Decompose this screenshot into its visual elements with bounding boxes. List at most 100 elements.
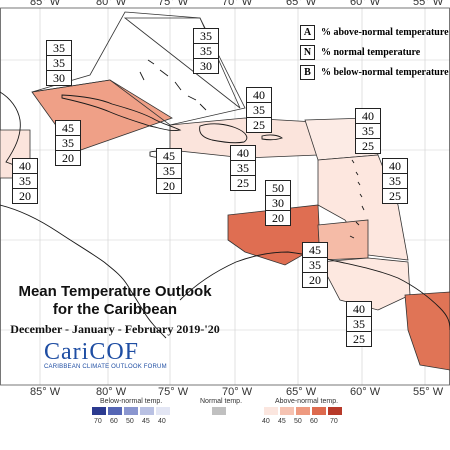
prob-above: 45 — [303, 243, 327, 258]
key-text-above: % above-normal temperature — [321, 26, 449, 38]
prob-box-windward: 40 35 25 — [382, 158, 408, 204]
prob-below: 25 — [237, 176, 249, 190]
prob-normal: 35 — [247, 103, 271, 118]
prob-box-hispaniola: 40 35 25 — [246, 87, 272, 133]
colorbar-swatch-above-60 — [312, 407, 326, 415]
region-guyana-east-shade — [404, 291, 450, 371]
colorbar-tick-above-60: 60 — [310, 418, 318, 425]
prob-normal: 35 — [47, 56, 71, 71]
prob-above: 40 — [13, 159, 37, 174]
region-southern-shade — [227, 204, 321, 266]
colorbar-below-title: Below-normal temp. — [100, 398, 163, 405]
colorbar-swatch-above-70 — [328, 407, 342, 415]
prob-box-abc-trinidad: 45 35 20 — [302, 242, 328, 288]
prob-box-bahamas: 35 35 30 — [193, 28, 219, 74]
prob-above: 40 — [383, 159, 407, 174]
colorbar-swatch-below-60 — [108, 407, 122, 415]
key-letter-a: A — [300, 24, 315, 40]
prob-below: 20 — [163, 179, 175, 193]
prob-below: 30 — [53, 71, 65, 85]
prob-box-guyana: 40 35 25 — [346, 301, 372, 347]
key-text-below: % below-normal temperature — [321, 66, 449, 78]
prob-normal: 35 — [56, 136, 80, 151]
prob-above: 45 — [56, 121, 80, 136]
prob-above: 35 — [194, 29, 218, 44]
lon-label-75w: 75° W — [158, 0, 189, 8]
colorbar-swatch-above-45 — [280, 407, 294, 415]
prob-normal: 35 — [13, 174, 37, 189]
prob-above: 35 — [47, 41, 71, 56]
colorbar-tick-above-50: 50 — [294, 418, 302, 425]
logo-subtitle: CARIBBEAN CLIMATE OUTLOOK FORUM — [44, 364, 167, 370]
lesser-antilles — [349, 159, 365, 239]
cuba-coast — [61, 94, 182, 131]
key-row-above: A % above-normal temperature — [300, 22, 450, 42]
south-america-coast — [179, 251, 450, 331]
key-letter-b: B — [300, 64, 315, 80]
colorbar-swatch-above-50 — [296, 407, 310, 415]
prob-above: 40 — [356, 109, 380, 124]
colorbar-tick-below-40: 40 — [158, 418, 166, 425]
key-row-below: B % below-normal temperature — [300, 62, 450, 82]
colorbar-swatch-above-40 — [264, 407, 278, 415]
colorbar-tick-above-45: 45 — [278, 418, 286, 425]
prob-below: 30 — [200, 59, 212, 73]
prob-box-central-sea: 45 35 20 — [156, 148, 182, 194]
prob-below: 25 — [362, 139, 374, 153]
hispaniola-coast — [199, 123, 248, 144]
prob-box-southern: 50 30 20 — [265, 180, 291, 226]
lon-label-65w: 65° W — [286, 0, 317, 8]
lon-label-60w: 60° W — [350, 0, 381, 8]
colorbar-swatch-below-40 — [156, 407, 170, 415]
prob-below: 20 — [272, 211, 284, 225]
map-title: Mean Temperature Outlook — [18, 283, 212, 300]
colorbar-tick-above-70: 70 — [330, 418, 338, 425]
prob-box-cuba: 35 35 30 — [46, 40, 72, 86]
prob-above: 45 — [157, 149, 181, 164]
logo-name: CariCOF — [44, 339, 140, 365]
region-cuba-outline — [31, 11, 246, 126]
colorbar-swatch-below-45 — [140, 407, 154, 415]
colorbar-normal-title: Normal temp. — [200, 398, 243, 405]
lon-label-bottom-60w: 60° W — [350, 386, 381, 398]
prob-below: 20 — [309, 273, 321, 287]
key-text-normal: % normal temperature — [321, 46, 421, 58]
prob-below: 25 — [389, 189, 401, 203]
colorbar-tick-below-45: 45 — [142, 418, 150, 425]
puerto-rico-coast — [261, 134, 283, 141]
lon-label-bottom-75w: 75° W — [158, 386, 189, 398]
prob-above: 40 — [247, 88, 271, 103]
lon-label-bottom-55w: 55° W — [413, 386, 444, 398]
prob-normal: 35 — [303, 258, 327, 273]
prob-below: 25 — [353, 332, 365, 346]
colorbar-tick-below-50: 50 — [126, 418, 134, 425]
prob-above: 40 — [347, 302, 371, 317]
season-label: December - January - February 2019-'20 — [10, 322, 220, 336]
region-cayman-jamaica-shade — [31, 79, 173, 153]
prob-above: 40 — [231, 146, 255, 161]
lon-label-85w: 85° W — [30, 0, 61, 8]
bahamas-islands — [139, 59, 207, 111]
prob-normal: 35 — [383, 174, 407, 189]
mainland-central-america — [0, 204, 167, 339]
prob-normal: 35 — [347, 317, 371, 332]
lon-label-bottom-80w: 80° W — [96, 386, 127, 398]
colorbar-tick-below-70: 70 — [94, 418, 102, 425]
colorbar-tick-above-40: 40 — [262, 418, 270, 425]
lon-label-bottom-65w: 65° W — [286, 386, 317, 398]
prob-below: 20 — [19, 189, 31, 203]
prob-below: 20 — [62, 151, 74, 165]
prob-above: 50 — [266, 181, 290, 196]
colorbar-tick-below-60: 60 — [110, 418, 118, 425]
prob-normal: 35 — [231, 161, 255, 176]
lon-label-80w: 80° W — [96, 0, 127, 8]
lon-label-bottom-85w: 85° W — [30, 386, 61, 398]
colorbar-swatch-below-50 — [124, 407, 138, 415]
caricof-logo: CariCOF CARIBBEAN CLIMATE OUTLOOK FORUM — [44, 340, 184, 372]
prob-normal: 35 — [157, 164, 181, 179]
probability-key: A % above-normal temperature N % normal … — [300, 22, 450, 82]
lon-label-bottom-70w: 70° W — [222, 386, 253, 398]
colorbar-swatch-normal — [212, 407, 226, 415]
prob-normal: 30 — [266, 196, 290, 211]
prob-box-belize: 40 35 20 — [12, 158, 38, 204]
